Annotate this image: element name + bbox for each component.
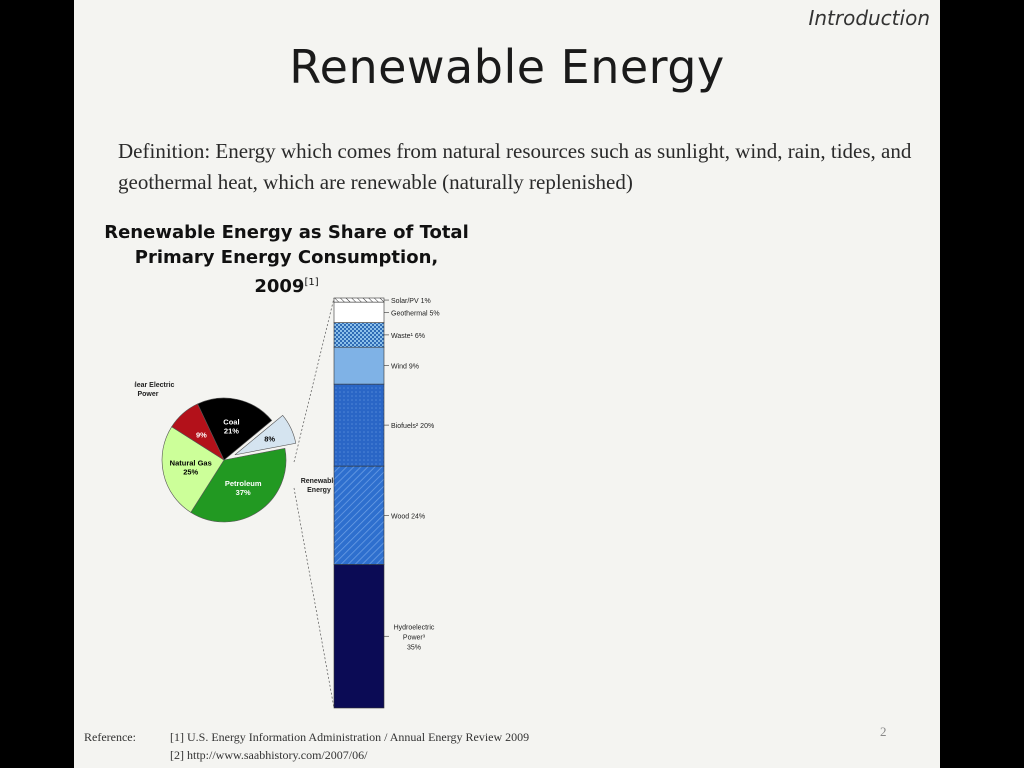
- bar-segment-solarpv: [333, 297, 385, 303]
- chart-title: Renewable Energy as Share of Total Prima…: [104, 220, 469, 299]
- section-label: Introduction: [808, 6, 930, 30]
- reference-item-1: [1] U.S. Energy Information Administrati…: [170, 730, 530, 744]
- bar-segment-hydroelectric: [333, 564, 385, 709]
- pie-slice-petroleum: [190, 448, 287, 523]
- bar-label-solarpv: Solar/PV 1%: [391, 298, 431, 305]
- bar-label-wood: Wood 24%: [391, 513, 425, 520]
- pie-slice-renewable-energy: [234, 414, 297, 456]
- bar-label-hydroelectric-0: Hydroelectric: [394, 624, 435, 631]
- bar-label-wind: Wind 9%: [391, 364, 419, 371]
- page-number: 2: [880, 724, 887, 739]
- bar-label-geothermal: Geothermal 5%: [391, 310, 440, 317]
- pie-label-petroleum: Petroleum: [225, 479, 262, 488]
- slide: Introduction Renewable Energy Definition…: [74, 0, 940, 768]
- bar-label-hydroelectric-2: 35%: [407, 644, 421, 651]
- slide-title: Renewable Energy: [289, 40, 725, 94]
- pie-label-renewable-line1: Renewable: [301, 478, 338, 485]
- bar-label-hydroelectric-1: Power³: [403, 634, 426, 641]
- reference-label: Reference:: [84, 730, 136, 744]
- pie-value-nuclear-electric-power: 9%: [196, 430, 207, 439]
- chart-title-line2: Primary Energy Consumption, 2009: [134, 247, 439, 297]
- bar-segment-wood: [333, 465, 385, 565]
- pie-value-petroleum: 37%: [236, 488, 251, 497]
- pie-label-coal: Coal: [223, 418, 239, 427]
- pie-value-coal: 21%: [224, 427, 239, 436]
- chart-title-line1: Renewable Energy as Share of Total: [104, 222, 469, 243]
- pie-label-nuclear-line2: Power: [137, 391, 158, 398]
- bar-segment-biofuels: [333, 383, 385, 467]
- reference-item-2: [2] http://www.saabhistory.com/2007/06/: [170, 748, 368, 762]
- pie-label-natural-gas: Natural Gas: [170, 458, 212, 467]
- pie-slice-nuclear-electric-power: [171, 403, 225, 461]
- bar-segment-wind: [333, 346, 385, 385]
- chart-title-reference: [1]: [304, 277, 319, 288]
- bar-label-biofuels: Biofuels² 20%: [391, 423, 434, 430]
- pie-slice-natural-gas: [161, 426, 225, 513]
- stacked-bar-chart: Hydroelectric Power³ 35% Wood 24% Biofuels² …: [333, 297, 440, 709]
- pie-slice-coal: [197, 397, 273, 461]
- pie-label-renewable-line2: Energy: [307, 487, 331, 494]
- connector-lines: [293, 297, 335, 709]
- bar-label-waste: Waste¹ 6%: [391, 333, 425, 340]
- pie-value-renewable-energy: 8%: [264, 435, 275, 444]
- pie-value-natural-gas: 25%: [183, 467, 198, 476]
- bar-segment-waste: [333, 322, 385, 348]
- bar-segment-geothermal: [333, 301, 385, 323]
- connector-top: [293, 297, 335, 463]
- definition-text: Definition: Energy which comes from natu…: [118, 139, 912, 194]
- connector-bottom: [293, 487, 335, 709]
- pie-label-nuclear-line1: Nuclear Electric: [134, 382, 175, 389]
